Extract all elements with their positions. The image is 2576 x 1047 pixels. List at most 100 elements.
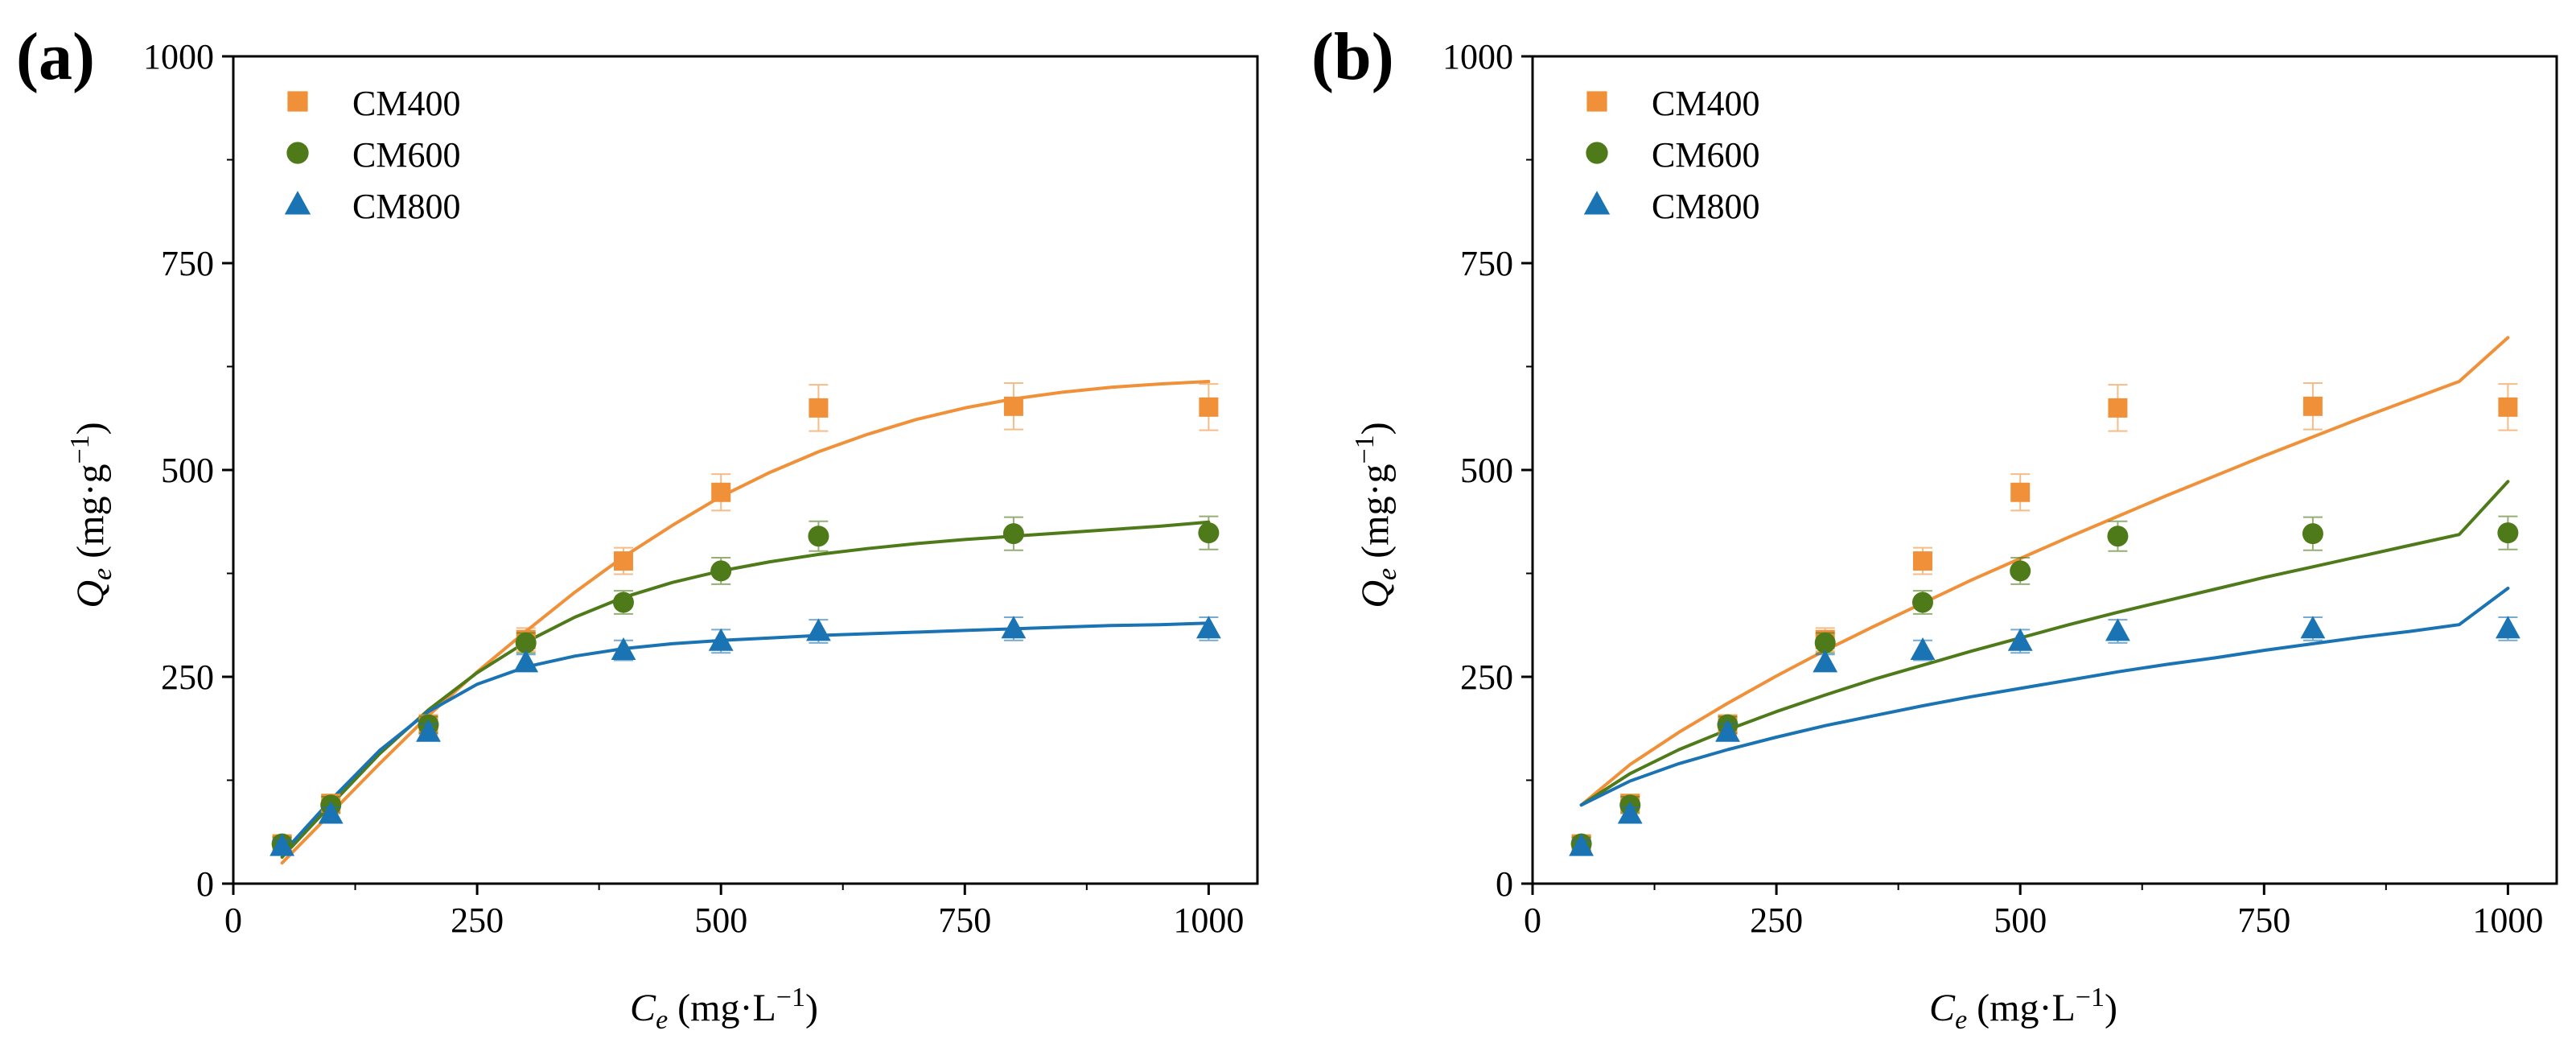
panel-a-y-tick-label: 250	[161, 657, 214, 697]
panel-a-legend-marker-cm600	[286, 142, 309, 164]
panel-b-x-tick-label: 1000	[2472, 901, 2543, 940]
panel-a-cm800-point	[270, 833, 294, 856]
panel-b-cm400-fit-curve	[1579, 336, 2510, 807]
panel-b-cm800-point	[2105, 618, 2130, 641]
panel-b-x-title-sup: −1	[2076, 983, 2105, 1012]
panel-b-y-axis-title: Qe (mg·g−1)	[1350, 422, 1402, 608]
panel-b-y-tick-label: 0	[1496, 864, 1513, 904]
panel-a-label: (a)	[16, 19, 95, 94]
panel-a-y-tick-label: 750	[161, 244, 214, 283]
panel-b-cm400-point	[2108, 398, 2128, 418]
panel-a-cm400-point	[809, 398, 829, 418]
panel-b-y-title-sup: −1	[1350, 435, 1380, 464]
panel-b-x-title-unit: (mg·L	[1967, 987, 2076, 1029]
panel-b-x-tick-label: 0	[1524, 901, 1541, 940]
panel-a-cm800-point	[708, 628, 734, 651]
panel-a-legend-marker-cm800	[284, 191, 311, 215]
panel-b-x-tick-label: 250	[1750, 901, 1803, 940]
panel-b-y-title-unit: (mg·g	[1354, 464, 1397, 568]
panel-a-cm800-point	[611, 637, 636, 660]
panel-a-legend-marker-cm400	[287, 91, 308, 112]
panel-b-label: (b)	[1311, 19, 1394, 94]
panel-b-x-title-close: )	[2105, 987, 2117, 1029]
panel-a-legend-label-cm400: CM400	[352, 84, 460, 123]
panel-b: (b) Qe (mg·g−1) Ce (mg·L−1) 0 250 500 750 10…	[1311, 19, 2558, 1035]
panel-a-y-title-close: )	[69, 422, 112, 435]
panel-a-cm800-fit-curve	[280, 621, 1211, 855]
panel-b-legend-marker-cm800	[1583, 191, 1611, 215]
panel-a-x-tick-label: 250	[451, 901, 504, 940]
panel-b-y-tick-label: 500	[1460, 451, 1513, 490]
panel-b-x-title-sub: e	[1955, 1005, 1967, 1035]
panel-a-x-tick-label: 500	[694, 901, 747, 940]
panel-a-x-axis-title: Ce (mg·L−1)	[630, 983, 818, 1035]
panel-a-x-title-unit: (mg·L	[668, 987, 776, 1029]
panel-b-cm600-point	[2497, 522, 2519, 544]
panel-b-y-axis-title-text: Qe (mg·g−1)	[1350, 422, 1402, 608]
panel-a-y-tick-label: 500	[161, 451, 214, 490]
panel-b-y-title-main: Q	[1354, 580, 1397, 608]
panel-b-cm400-point	[1912, 551, 1932, 571]
panel-a-cm400-point	[1003, 396, 1023, 416]
panel-b-legend-marker-cm400	[1586, 91, 1607, 112]
panel-b-cm800-point	[2496, 616, 2520, 639]
panel-b-cm800-point	[1715, 719, 1740, 742]
panel-a-cm400-point	[1199, 397, 1219, 417]
panel-a-cm600-point	[1198, 522, 1220, 544]
panel-b-cm800-point	[1910, 637, 1936, 660]
panel-a-x-tick-label: 750	[938, 901, 991, 940]
panel-a-cm800-point	[416, 719, 441, 742]
panel-a-x-title-main: C	[630, 987, 656, 1029]
panel-a-cm600-fit-curve	[280, 520, 1211, 859]
panel-a-cm800-point	[513, 649, 539, 673]
panel-a-x-tick-label: 0	[224, 901, 242, 940]
panel-a-x-title-close: )	[805, 987, 818, 1029]
panel-b-legend-label-cm400: CM400	[1652, 84, 1759, 123]
panel-b-legend-marker-cm600	[1586, 142, 1608, 164]
panel-a-y-tick-label: 1000	[143, 37, 214, 76]
panel-b-y-title-sub: e	[1372, 568, 1402, 580]
panel-b-cm600-point	[2107, 526, 2129, 547]
panel-a-x-tick-label: 1000	[1173, 901, 1244, 940]
panel-b-legend-label-cm800: CM800	[1652, 187, 1759, 226]
panel-a-cm800-point	[1001, 616, 1027, 639]
panel-b-cm600-point	[2010, 560, 2031, 582]
panel-a-cm600-point	[1002, 523, 1024, 545]
panel-a-cm800-point	[318, 801, 344, 824]
panel-a-cm800-point	[806, 618, 831, 641]
panel-a-cm400-point	[711, 482, 731, 502]
panel-b-cm800-point	[2007, 628, 2033, 651]
panel-a-y-axis-title-text: Qe (mg·g−1)	[65, 422, 117, 608]
panel-a-y-title-sub: e	[88, 568, 117, 580]
panel-b-cm800-point	[1813, 649, 1838, 673]
panel-b-x-tick-label: 750	[2237, 901, 2290, 940]
panel-a-cm600-point	[515, 632, 537, 653]
panel-b-x-axis-title: Ce (mg·L−1)	[1929, 983, 2117, 1035]
panel-a-cm600-point	[612, 592, 634, 613]
panel-a-cm600-point	[710, 560, 732, 582]
panel-a-cm400-point	[613, 551, 633, 571]
panel-b-cm600-point	[1911, 592, 1933, 613]
panel-b-cm600-point	[2302, 523, 2323, 545]
panel-b-y-title-close: )	[1354, 422, 1397, 435]
panel-b-cm400-point	[2498, 397, 2518, 417]
panel-a-x-title-sub: e	[656, 1005, 668, 1035]
panel-a-legend-label-cm600: CM600	[352, 135, 460, 175]
panel-a-cm800-point	[1196, 616, 1221, 639]
panel-b-legend-label-cm600: CM600	[1652, 135, 1759, 175]
panel-a-y-axis-title: Qe (mg·g−1)	[65, 422, 117, 608]
panel-b-cm600-point	[1814, 632, 1836, 653]
panel-b-cm400-point	[2010, 482, 2031, 502]
panel-a-y-title-unit: (mg·g	[69, 464, 112, 568]
panel-b-y-tick-label: 750	[1460, 244, 1513, 283]
panel-b-y-tick-label: 1000	[1442, 37, 1513, 76]
panel-a-y-tick-label: 0	[196, 864, 214, 904]
panel-b-cm400-point	[2302, 396, 2323, 416]
panel-b-y-tick-label: 250	[1460, 657, 1513, 697]
panel-a-cm600-point	[808, 526, 829, 547]
panel-a-x-title-sup: −1	[776, 983, 805, 1012]
panel-b-cm800-point	[2300, 616, 2326, 639]
panel-a-y-title-main: Q	[69, 580, 112, 608]
panel-b-cm800-fit-curve	[1579, 587, 2510, 807]
